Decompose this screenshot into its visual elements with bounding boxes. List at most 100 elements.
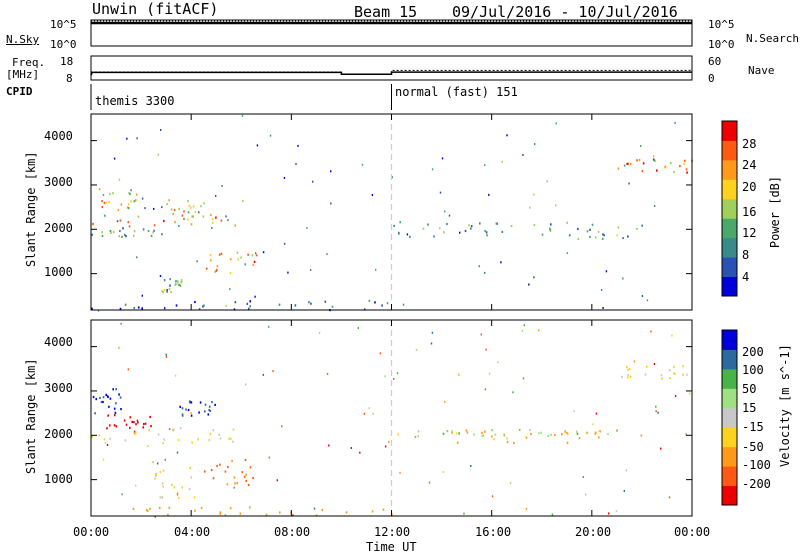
velocity-panel-pixel <box>115 388 117 391</box>
velocity-panel-pixel <box>155 474 157 477</box>
power-panel-pixel <box>211 221 214 224</box>
power-panel-pixel <box>636 227 638 230</box>
power-panel-pixel <box>627 162 629 165</box>
power-panel-pixel <box>484 229 486 232</box>
velocity-panel-pixel <box>529 428 531 432</box>
power-panel-noise-pixel <box>605 270 608 273</box>
power-panel-pixel <box>177 280 179 283</box>
power-panel-noise-pixel <box>602 307 604 309</box>
power-panel-pixel <box>227 219 229 222</box>
velocity-panel-pixel <box>173 486 176 489</box>
power-panel-pixel <box>105 201 107 204</box>
power-panel-noise-pixel <box>211 227 213 229</box>
velocity-panel-noise-pixel <box>551 513 554 516</box>
velocity-panel-noise-pixel <box>368 407 370 410</box>
velocity-panel-pixel <box>234 482 236 485</box>
power-panel-noise-pixel <box>178 224 180 227</box>
velocity-colorbar-label: Velocity [m s^-1] <box>778 344 792 467</box>
power-panel-pixel <box>216 268 218 271</box>
velocity-panel-pixel <box>146 445 149 448</box>
power-panel-noise-pixel <box>118 178 121 181</box>
power-panel-pixel <box>152 231 154 234</box>
power-panel-noise-pixel <box>444 210 446 213</box>
power-panel-pixel <box>485 231 488 234</box>
velocity-panel-pixel <box>158 506 161 509</box>
velocity-panel-pixel <box>230 437 232 440</box>
velocity-panel-pixel <box>124 439 127 442</box>
velocity-cb-tick-m200: -200 <box>742 477 771 491</box>
velocity-panel-pixel <box>245 473 247 476</box>
velocity-panel-noise-pixel <box>608 512 610 515</box>
power-panel-pixel <box>533 223 536 227</box>
velocity-panel-noise-pixel <box>135 484 137 487</box>
date-range: 09/Jul/2016 - 10/Jul/2016 <box>452 3 678 21</box>
power-panel-noise-pixel <box>628 182 630 185</box>
velocity-panel-noise-pixel <box>326 372 329 375</box>
station-title: Unwin (fitACF) <box>92 0 219 18</box>
power-panel-pixel <box>130 189 132 192</box>
power-panel-pixel <box>118 235 121 238</box>
velocity-y-tick-4000: 4000 <box>44 335 73 349</box>
power-panel-pixel <box>178 207 180 210</box>
power-panel-pixel <box>638 158 641 161</box>
velocity-panel-noise-pixel <box>521 329 523 332</box>
velocity-panel-pixel <box>607 433 609 436</box>
velocity-panel-pixel <box>382 508 385 511</box>
velocity-panel-pixel <box>646 365 648 368</box>
power-panel-pixel <box>479 222 481 225</box>
power-panel-pixel <box>627 235 629 238</box>
power-panel-pixel <box>137 306 140 309</box>
velocity-panel-pixel <box>493 438 495 441</box>
power-panel-noise-pixel <box>448 214 451 217</box>
freq-panel-frame <box>90 55 693 81</box>
power-panel-pixel <box>98 188 101 191</box>
velocity-panel-pixel <box>94 412 96 415</box>
power-panel-pixel <box>161 289 163 292</box>
power-panel-pixel <box>363 308 366 311</box>
velocity-panel-pixel <box>109 424 111 427</box>
power-panel-pixel <box>153 224 156 227</box>
power-panel-pixel <box>172 212 175 216</box>
velocity-panel-noise-pixel <box>268 456 270 459</box>
velocity-panel-pixel <box>594 432 597 435</box>
power-panel-pixel <box>294 304 297 307</box>
velocity-panel-noise-pixel <box>118 346 120 349</box>
noise-panel-frame <box>90 19 693 47</box>
power-panel-pixel <box>203 304 205 307</box>
power-panel-noise-pixel <box>600 289 603 291</box>
velocity-panel-pixel <box>190 401 193 404</box>
velocity-panel-pixel <box>566 431 568 434</box>
velocity-panel-noise-pixel <box>633 360 635 363</box>
velocity-panel-pixel <box>578 437 581 440</box>
velocity-panel-pixel <box>167 513 169 516</box>
nsky-tick-top: 10^5 <box>50 18 77 31</box>
power-panel-pixel <box>101 200 103 203</box>
power-panel-noise-pixel <box>136 137 138 140</box>
velocity-panel-noise-pixel <box>393 377 395 380</box>
power-panel-noise-pixel <box>597 230 600 233</box>
power-panel-pixel <box>181 214 184 217</box>
power-panel-pixel <box>108 200 110 204</box>
power-panel-noise-pixel <box>459 231 461 234</box>
power-panel-pixel <box>190 215 193 218</box>
power-panel-pixel <box>240 256 242 259</box>
nsearch-label: N.Search <box>746 32 799 45</box>
velocity-panel-noise-pixel <box>657 411 659 414</box>
velocity-panel-pixel <box>190 414 193 417</box>
velocity-panel-pixel <box>218 433 220 436</box>
velocity-panel-pixel <box>219 511 222 514</box>
power-panel-pixel <box>568 234 571 237</box>
velocity-panel-pixel <box>171 428 174 431</box>
velocity-panel-noise-pixel <box>668 496 671 499</box>
power-panel-pixel <box>119 307 122 310</box>
velocity-panel-pixel <box>547 434 550 437</box>
power-panel-pixel <box>237 258 239 261</box>
power-panel-pixel <box>174 221 176 224</box>
velocity-panel-pixel <box>159 471 162 474</box>
power-panel-noise-pixel <box>501 160 503 163</box>
power-panel-pixel <box>684 159 686 162</box>
velocity-panel-pixel <box>102 400 104 404</box>
power-panel-pixel <box>427 223 429 226</box>
velocity-panel-pixel <box>204 403 207 406</box>
velocity-panel-pixel <box>660 374 663 377</box>
